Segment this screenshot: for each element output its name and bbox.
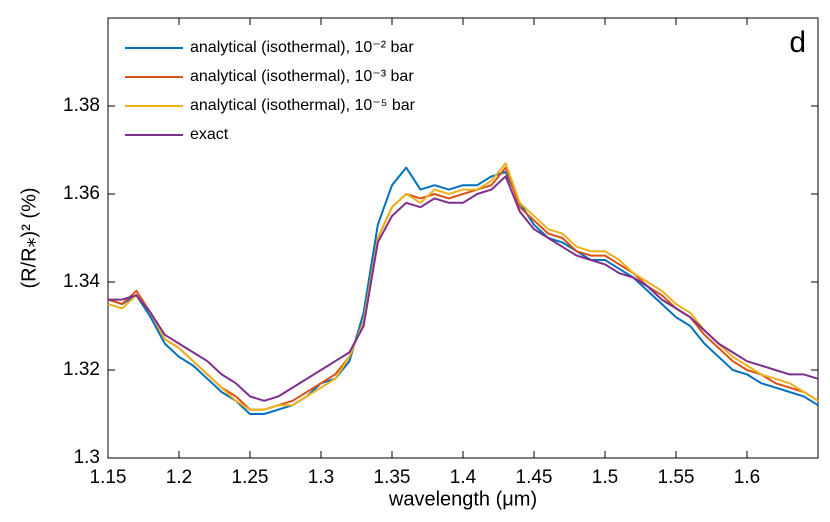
- x-tick-label: 1.6: [734, 467, 760, 488]
- legend-label: analytical (isothermal), 10⁻⁵ bar: [190, 97, 416, 114]
- y-tick-label: 1.3: [74, 447, 100, 468]
- x-tick-label: 1.2: [166, 467, 192, 488]
- series-line: [107, 162, 819, 411]
- y-tick-label: 1.36: [63, 183, 100, 204]
- series-line: [108, 175, 819, 402]
- x-tick-label: 1.35: [374, 467, 411, 488]
- series-line: [107, 166, 819, 411]
- y-axis-label: (R/R⁎)² (%): [18, 187, 40, 288]
- series-line: [107, 166, 819, 415]
- legend-label: analytical (isothermal), 10⁻³ bar: [190, 68, 414, 85]
- x-tick-label: 1.25: [232, 467, 269, 488]
- x-tick-label: 1.5: [592, 467, 618, 488]
- x-tick-label: 1.55: [658, 467, 695, 488]
- x-tick-label: 1.45: [516, 467, 553, 488]
- x-tick-label: 1.4: [450, 467, 477, 488]
- x-axis-label: wavelength (μm): [388, 488, 537, 510]
- x-tick-label: 1.3: [308, 467, 334, 488]
- y-tick-label: 1.38: [63, 95, 100, 116]
- x-tick-label: 1.15: [90, 467, 127, 488]
- y-tick-label: 1.32: [63, 359, 100, 380]
- legend-label: exact: [190, 126, 229, 143]
- y-tick-label: 1.34: [63, 271, 100, 292]
- panel-label: d: [789, 26, 806, 59]
- legend-label: analytical (isothermal), 10⁻² bar: [190, 39, 414, 56]
